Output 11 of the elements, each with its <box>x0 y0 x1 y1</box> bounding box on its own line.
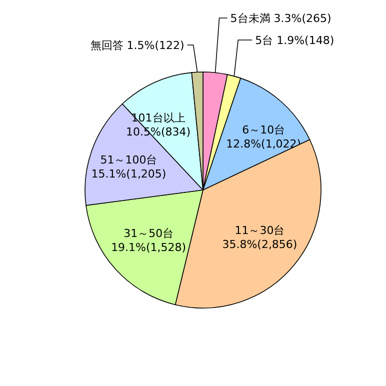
slice-label: 31～50台 <box>124 226 174 240</box>
slice-label: 51～100台 <box>100 153 158 166</box>
data-label: 12.8%(1,022) <box>226 137 302 150</box>
slice-label: 5台未満 3.3%(265) <box>230 12 332 25</box>
slice-label: 6～10台 <box>242 123 286 136</box>
slice-label: 5台 1.9%(148) <box>255 34 334 47</box>
slice-label: 無回答 1.5%(122) <box>90 39 184 52</box>
data-label: 15.1%(1,205) <box>91 167 166 180</box>
data-label: 19.1%(1,528) <box>111 240 186 254</box>
data-label: 35.8%(2,856) <box>222 238 298 252</box>
slice-label: 11～30台 <box>234 224 285 238</box>
